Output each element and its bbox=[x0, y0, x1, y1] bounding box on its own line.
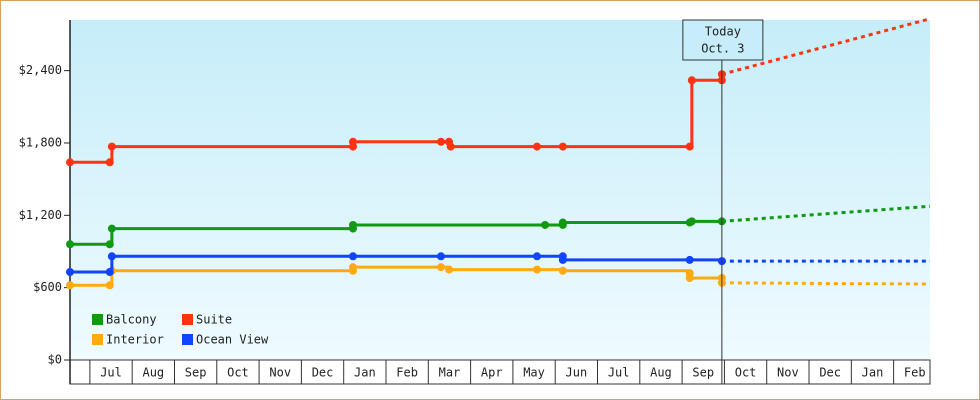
price-point bbox=[558, 255, 567, 264]
x-tick-label: Feb bbox=[904, 366, 926, 380]
y-tick-label: $2,400 bbox=[19, 63, 62, 77]
legend-label: Balcony bbox=[106, 313, 157, 327]
price-point bbox=[687, 217, 696, 226]
x-tick-label: Feb bbox=[396, 366, 418, 380]
plot-area bbox=[70, 20, 930, 360]
price-point bbox=[107, 224, 116, 233]
x-tick-label: Nov bbox=[777, 366, 799, 380]
x-tick-label: Oct bbox=[227, 366, 249, 380]
x-axis-band bbox=[69, 359, 931, 385]
x-tick-label: Nov bbox=[269, 366, 291, 380]
price-point bbox=[349, 137, 358, 146]
x-tick-label: Aug bbox=[142, 366, 164, 380]
price-point bbox=[436, 137, 445, 146]
x-tick-label: Jul bbox=[100, 366, 122, 380]
x-tick-label: Jul bbox=[608, 366, 630, 380]
price-point bbox=[558, 218, 567, 227]
x-tick-label: Aug bbox=[650, 366, 672, 380]
y-tick-label: $1,800 bbox=[19, 135, 62, 149]
price-point bbox=[533, 252, 542, 261]
price-point bbox=[349, 263, 358, 272]
x-tick-label: Apr bbox=[481, 366, 503, 380]
legend-swatch bbox=[92, 314, 103, 325]
x-tick-label: Jun bbox=[566, 366, 588, 380]
x-tick-label: Dec bbox=[312, 366, 334, 380]
price-point bbox=[66, 281, 74, 290]
y-tick-label: $1,200 bbox=[19, 208, 62, 222]
x-tick-label: Jan bbox=[354, 366, 376, 380]
price-point bbox=[558, 142, 567, 151]
forecast-line bbox=[721, 204, 931, 223]
price-point bbox=[107, 252, 116, 261]
legend-swatch bbox=[92, 334, 103, 345]
price-point bbox=[105, 267, 114, 276]
legend-label: Interior bbox=[106, 333, 164, 347]
today-date: Oct. 3 bbox=[701, 42, 744, 56]
price-point bbox=[446, 142, 455, 151]
price-point bbox=[533, 142, 542, 151]
price-point bbox=[445, 265, 454, 274]
x-tick-label: Sep bbox=[185, 366, 207, 380]
price-point bbox=[685, 142, 694, 151]
price-point bbox=[685, 274, 694, 283]
price-point bbox=[349, 220, 358, 229]
price-point bbox=[66, 240, 74, 249]
price-point bbox=[349, 252, 358, 261]
legend-label: Ocean View bbox=[196, 333, 269, 347]
price-point bbox=[558, 266, 567, 275]
price-point bbox=[436, 252, 445, 261]
price-point bbox=[533, 265, 542, 274]
price-point bbox=[685, 255, 694, 264]
price-point bbox=[66, 158, 74, 167]
legend-label: Suite bbox=[196, 313, 232, 327]
today-box bbox=[682, 19, 764, 61]
price-point bbox=[107, 142, 116, 151]
x-tick-label: Sep bbox=[692, 366, 714, 380]
price-point bbox=[105, 281, 114, 290]
legend-swatch bbox=[182, 334, 193, 345]
price-point bbox=[436, 263, 445, 272]
x-tick-label: Mar bbox=[439, 366, 461, 380]
x-tick-label: Jan bbox=[862, 366, 884, 380]
price-point bbox=[105, 240, 114, 249]
price-point bbox=[105, 158, 114, 167]
price-point bbox=[687, 76, 696, 85]
today-label: Today bbox=[705, 25, 741, 39]
price-point bbox=[66, 267, 74, 276]
x-tick-label: Dec bbox=[819, 366, 841, 380]
legend-swatch bbox=[182, 314, 193, 325]
x-tick-label: Oct bbox=[735, 366, 757, 380]
y-tick-label: $600 bbox=[33, 280, 62, 294]
x-tick-label: May bbox=[523, 366, 545, 380]
forecast-line bbox=[721, 281, 931, 286]
y-tick-label: $0 bbox=[48, 353, 62, 367]
forecast-line bbox=[721, 17, 931, 76]
price-point bbox=[541, 220, 550, 229]
